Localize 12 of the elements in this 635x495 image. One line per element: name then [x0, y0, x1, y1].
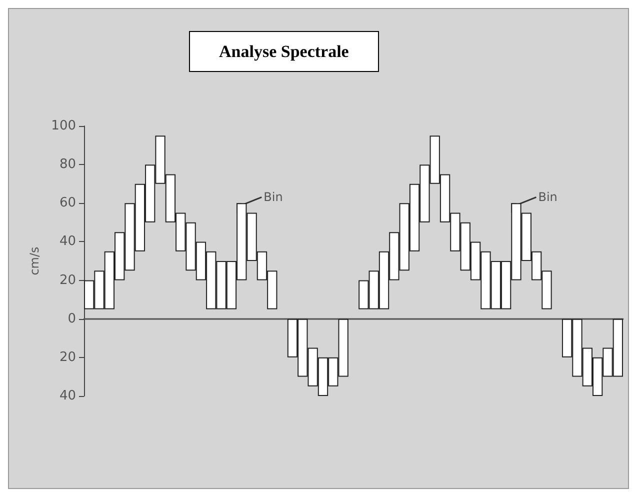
y-tick-label: 80: [59, 157, 76, 172]
y-tick-label: 40: [59, 234, 76, 250]
annotation: Bin: [264, 190, 283, 204]
y-tick-label: 20: [59, 272, 76, 288]
y-tick-label: 20: [59, 350, 76, 365]
y-axis-title: cm/s: [27, 246, 42, 276]
y-tick-label: 100: [51, 118, 76, 134]
y-tick-label: 60: [59, 196, 76, 211]
y-tick-label: 0: [68, 311, 76, 326]
y-tick-label: 40: [59, 388, 76, 404]
annotation: Bin: [538, 190, 558, 204]
chart-title: Analyse Spectrale: [219, 42, 350, 61]
